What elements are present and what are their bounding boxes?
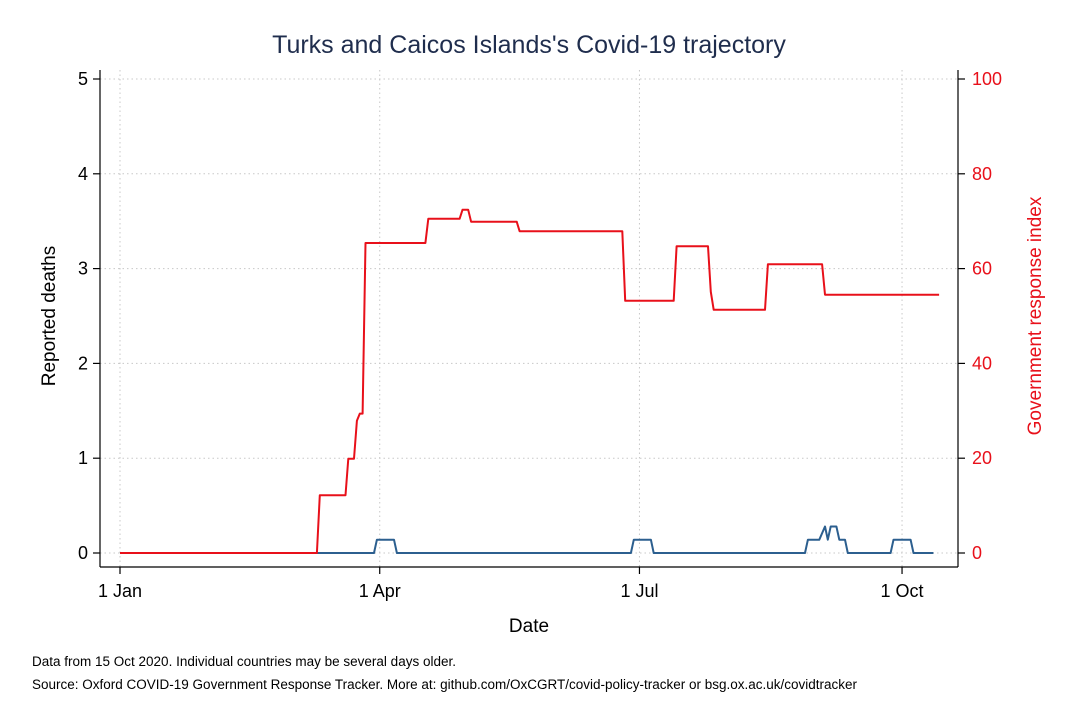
tick-labels: 0 1 2 3 4 5 0 20 40 60 80 100 1 Jan 1 Apr 1 Jul 1 Oct — [78, 69, 1002, 601]
y2-tick-label: 40 — [972, 353, 992, 373]
x-axis-label: Date — [509, 616, 549, 637]
data-date-note: Data from 15 Oct 2020. Individual countr… — [32, 654, 456, 669]
series-lines — [120, 208, 940, 554]
x-tick-label: 1 Apr — [359, 581, 401, 601]
government-response-line — [120, 208, 940, 554]
y-tick-label: 0 — [78, 543, 88, 563]
chart-axes — [93, 70, 965, 574]
y-tick-label: 1 — [78, 448, 88, 468]
y-tick-label: 3 — [78, 259, 88, 279]
source-note: Source: Oxford COVID-19 Government Respo… — [32, 677, 858, 692]
y2-tick-label: 0 — [972, 543, 982, 563]
reported-deaths-line — [120, 525, 934, 554]
grid-lines — [100, 70, 958, 567]
y-axis-label-right: Government response index — [1025, 196, 1046, 435]
y-axis-label-left: Reported deaths — [39, 246, 60, 387]
y-tick-label: 4 — [78, 164, 88, 184]
y2-tick-label: 20 — [972, 448, 992, 468]
y2-tick-label: 100 — [972, 69, 1002, 89]
y-tick-label: 2 — [78, 353, 88, 373]
x-tick-label: 1 Oct — [881, 581, 924, 601]
chart-title: Turks and Caicos Islands's Covid-19 traj… — [272, 31, 786, 59]
y2-tick-label: 80 — [972, 164, 992, 184]
y2-tick-label: 60 — [972, 259, 992, 279]
y-tick-label: 5 — [78, 69, 88, 89]
x-tick-label: 1 Jul — [620, 581, 658, 601]
x-tick-label: 1 Jan — [98, 581, 142, 601]
